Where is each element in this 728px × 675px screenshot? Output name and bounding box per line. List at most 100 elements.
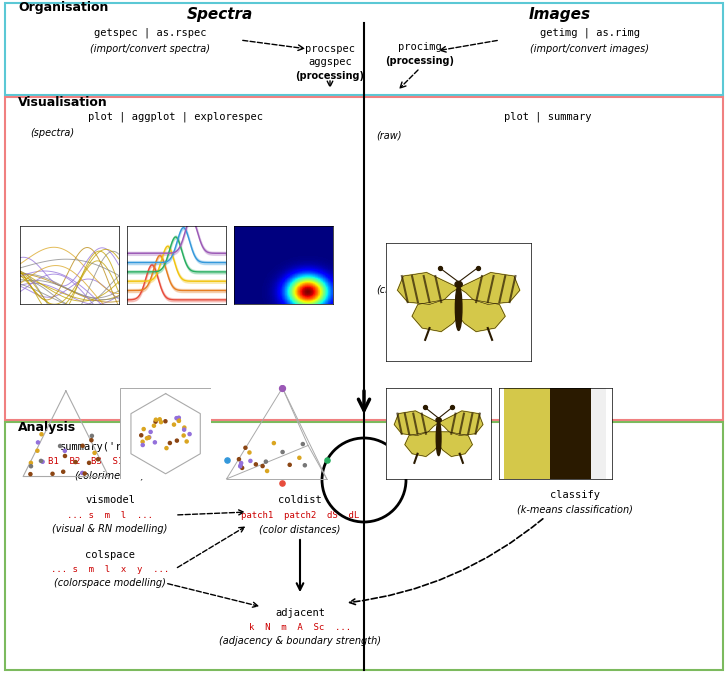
Point [257,460,269,471]
Point [472,263,483,273]
Text: Visualisation: Visualisation [18,97,108,109]
Bar [591,388,606,479]
Text: (colorimetrics): (colorimetrics) [74,471,146,481]
Point [141,433,153,443]
Point [277,447,288,458]
Point [148,421,159,431]
Text: procspec: procspec [305,44,355,54]
Point [143,432,154,443]
Ellipse shape [456,286,462,331]
Point [183,429,195,439]
Text: (import/convert spectra): (import/convert spectra) [90,44,210,54]
Point [154,414,165,425]
Point [446,402,458,412]
Point [173,412,185,423]
Point [168,419,180,430]
Text: Spectra: Spectra [187,7,253,22]
Polygon shape [438,411,483,435]
Text: Organisation: Organisation [18,1,108,14]
Point [36,429,47,439]
Point [221,455,232,466]
Text: (processing): (processing) [386,56,454,66]
Text: (k-means classification): (k-means classification) [517,505,633,515]
Text: (raw): (raw) [376,130,402,140]
Point [137,439,149,450]
Point [299,460,311,470]
Point [150,416,162,427]
Point [138,424,149,435]
Bar [5,3,723,95]
Point [171,435,183,446]
Text: (adjacency & boundary strength): (adjacency & boundary strength) [219,636,381,646]
Point [321,455,333,466]
Polygon shape [405,432,438,456]
Point [237,462,248,473]
Point [83,458,95,468]
Point [76,440,88,451]
Point [234,461,246,472]
Point [293,452,305,463]
Point [145,427,157,437]
Point [178,422,190,433]
Point [58,466,69,477]
Text: (color distances): (color distances) [259,524,341,534]
Bar [5,97,723,420]
Point [178,430,189,441]
Point [434,263,446,273]
Text: (import/convert images): (import/convert images) [531,44,649,54]
Point [59,451,71,462]
Point [244,447,256,458]
Text: vismodel: vismodel [85,495,135,505]
Circle shape [436,418,441,423]
Point [260,456,272,467]
Point [161,443,173,454]
Text: (classified): (classified) [376,285,429,295]
Point [25,468,36,479]
Point [245,456,256,466]
Text: patch1  patch2  dS  dL: patch1 patch2 dS dL [241,510,359,520]
Ellipse shape [436,421,441,456]
Text: Images: Images [529,7,591,22]
Point [173,415,185,426]
Text: procimg: procimg [398,42,442,52]
Text: summary('rspec'): summary('rspec') [60,442,160,452]
Text: k  N  m  A  Sc  ...: k N m A Sc ... [249,622,351,632]
Point [419,402,431,412]
Point [55,441,66,452]
Point [277,383,288,394]
Text: (visual & RN modelling): (visual & RN modelling) [52,524,167,534]
Bar [550,388,591,479]
Text: coldist: coldist [278,495,322,505]
Polygon shape [395,411,438,435]
Point [284,460,296,470]
Point [178,425,190,435]
Point [277,478,288,489]
Point [143,432,155,443]
Point [25,458,36,468]
Circle shape [455,281,462,288]
Point [76,468,88,479]
Point [164,437,175,448]
Text: ... s  m  l  x  y  ...: ... s m l x y ... [51,564,169,574]
Point [59,446,71,456]
Point [235,458,247,468]
Point [235,460,247,470]
Point [86,435,98,446]
Point [297,439,309,450]
Text: plot | summary: plot | summary [505,112,592,122]
Polygon shape [459,300,505,331]
Point [170,412,182,423]
Point [86,431,98,441]
Point [89,448,100,458]
Text: classify: classify [550,490,600,500]
Point [155,416,167,427]
Text: adjacent: adjacent [275,608,325,618]
Polygon shape [438,432,472,456]
Point [70,457,82,468]
Point [35,456,47,466]
Text: getspec | as.rspec: getspec | as.rspec [94,28,206,38]
Bar [504,388,550,479]
Text: B1  B2  B3  S1  S2  ...: B1 B2 B3 S1 S2 ... [48,458,172,466]
Point [137,436,149,447]
Point [135,430,147,441]
